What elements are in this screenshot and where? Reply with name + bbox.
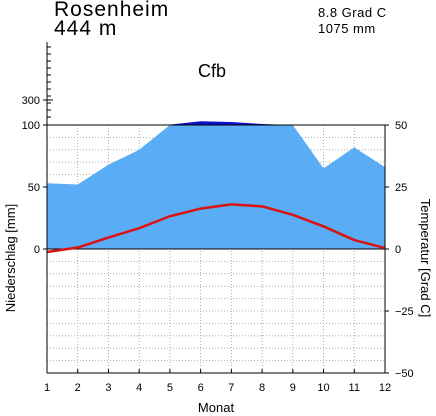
x-tick-label: 4 — [136, 382, 142, 394]
left-axis-title: Niederschlag [mm] — [3, 204, 18, 312]
x-tick-label: 2 — [75, 382, 81, 394]
right-tick-label: 50 — [395, 120, 407, 132]
right-tick-label: −25 — [395, 306, 414, 318]
left-tick-label: 0 — [34, 244, 40, 256]
right-tick-label: 0 — [395, 244, 401, 256]
data-layer — [46, 121, 386, 254]
x-tick-label: 7 — [228, 382, 234, 394]
station-elevation: 444 m — [54, 17, 118, 40]
left-tick-label: 300 — [22, 95, 40, 107]
left-tick-label: 100 — [22, 120, 40, 132]
temperature-line — [46, 203, 386, 254]
climate-class: Cfb — [198, 61, 227, 81]
x-tick-label: 10 — [317, 382, 329, 394]
x-tick-label: 8 — [259, 382, 265, 394]
labels: Monat Niederschlag [mm] Temperatur [Grad… — [3, 95, 433, 415]
right-axis-title: Temperatur [Grad C] — [418, 199, 433, 318]
left-tick-label: 50 — [28, 182, 40, 194]
x-tick-label: 1 — [44, 382, 50, 394]
precipitation-excess-area — [47, 121, 385, 125]
x-tick-label: 11 — [349, 382, 360, 394]
x-tick-label: 6 — [198, 382, 204, 394]
axes — [43, 42, 389, 374]
station-name: Rosenheim — [54, 0, 170, 21]
right-tick-label: −50 — [395, 368, 414, 380]
mean-temperature: 8.8 Grad C — [318, 5, 387, 20]
x-tick-label: 9 — [290, 382, 296, 394]
x-axis-title: Monat — [198, 400, 235, 415]
x-tick-label: 5 — [167, 382, 173, 394]
x-tick-label: 12 — [379, 382, 391, 394]
right-tick-label: 25 — [395, 182, 407, 194]
annual-precipitation: 1075 mm — [318, 21, 376, 36]
x-tick-label: 3 — [105, 382, 111, 394]
